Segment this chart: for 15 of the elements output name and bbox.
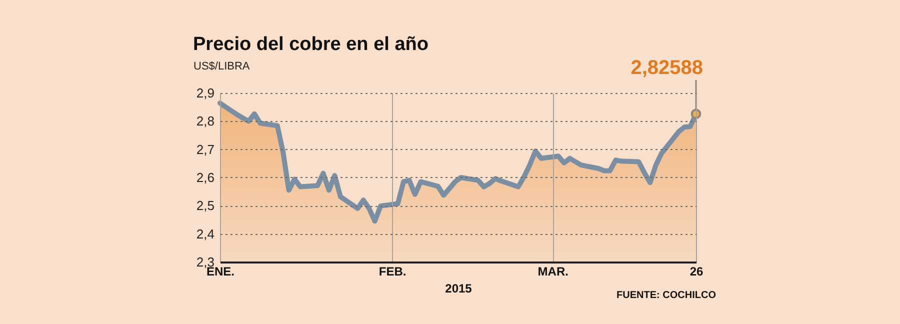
y-tick-label: 2,7 xyxy=(196,142,214,157)
annotation: 2,82588 xyxy=(630,57,703,79)
source-note: FUENTE: COCHILCO xyxy=(616,290,716,301)
chart-title: Precio del cobre en el año xyxy=(193,34,428,55)
y-tick-label: 2,8 xyxy=(196,114,214,129)
y-tick-label: 2,9 xyxy=(196,86,214,100)
y-tick-label: 2,3 xyxy=(196,254,214,270)
x-tick-label: FEB. xyxy=(378,264,406,278)
y-axis-title: US$/LIBRA xyxy=(194,60,250,72)
x-tick-label: 26 xyxy=(690,264,704,278)
y-tick-label: 2,5 xyxy=(196,198,214,214)
y-tick-label: 2,4 xyxy=(196,226,214,242)
x-tick-label: MAR. xyxy=(538,264,568,278)
x-axis-title: 2015 xyxy=(445,282,472,296)
y-tick-label: 2,6 xyxy=(196,170,214,185)
